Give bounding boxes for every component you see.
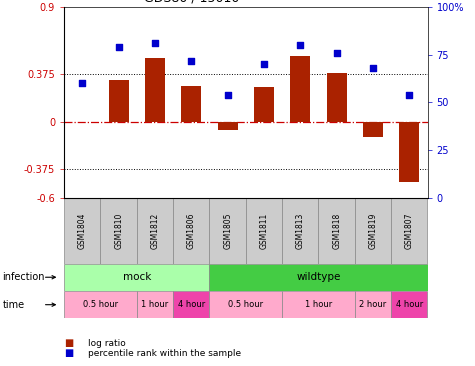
Bar [173,291,209,318]
Bar [173,198,209,264]
Bar [391,291,428,318]
Bar [181,86,201,122]
Bar [218,122,238,130]
Text: 4 hour: 4 hour [396,300,423,309]
Point [369,65,377,71]
Bar [282,291,355,318]
Text: 4 hour: 4 hour [178,300,205,309]
Text: GSM1819: GSM1819 [369,212,378,249]
Text: GSM1807: GSM1807 [405,212,414,249]
Text: percentile rank within the sample: percentile rank within the sample [88,349,241,358]
Text: 1 hour: 1 hour [305,300,332,309]
Bar [109,80,129,122]
Text: time: time [2,300,25,310]
Text: GSM1812: GSM1812 [151,212,160,249]
Point [188,58,195,64]
Bar [209,264,428,291]
Bar [64,198,101,264]
Bar [254,87,274,122]
Point [224,92,231,98]
Text: 0.5 hour: 0.5 hour [83,300,118,309]
Bar [318,198,355,264]
Bar [327,73,347,122]
Text: GSM1818: GSM1818 [332,212,341,249]
Text: GSM1804: GSM1804 [78,212,87,249]
Text: wildtype: wildtype [296,272,341,282]
Text: ■: ■ [64,338,73,348]
Bar [137,198,173,264]
Bar [355,291,391,318]
Text: log ratio: log ratio [88,339,125,348]
Text: GSM1810: GSM1810 [114,212,123,249]
Bar [209,291,282,318]
Bar [355,198,391,264]
Bar [145,58,165,122]
Bar [101,198,137,264]
Bar [137,291,173,318]
Bar [399,122,419,182]
Text: ■: ■ [64,348,73,358]
Text: infection: infection [2,272,45,282]
Bar [64,291,137,318]
Title: GDS80 / 15010: GDS80 / 15010 [143,0,239,5]
Bar [363,122,383,137]
Point [333,50,341,56]
Text: mock: mock [123,272,151,282]
Text: 1 hour: 1 hour [142,300,169,309]
Point [260,61,268,67]
Text: 2 hour: 2 hour [360,300,387,309]
Point [296,42,304,48]
Point [78,81,86,86]
Text: 0.5 hour: 0.5 hour [228,300,263,309]
Bar [209,198,246,264]
Bar [282,198,318,264]
Point [115,44,123,50]
Bar [391,198,428,264]
Bar [64,264,209,291]
Point [151,41,159,46]
Bar [290,56,310,122]
Bar [246,198,282,264]
Text: GSM1805: GSM1805 [223,212,232,249]
Text: GSM1811: GSM1811 [259,212,268,249]
Text: GSM1813: GSM1813 [296,212,305,249]
Text: GSM1806: GSM1806 [187,212,196,249]
Point [406,92,413,98]
